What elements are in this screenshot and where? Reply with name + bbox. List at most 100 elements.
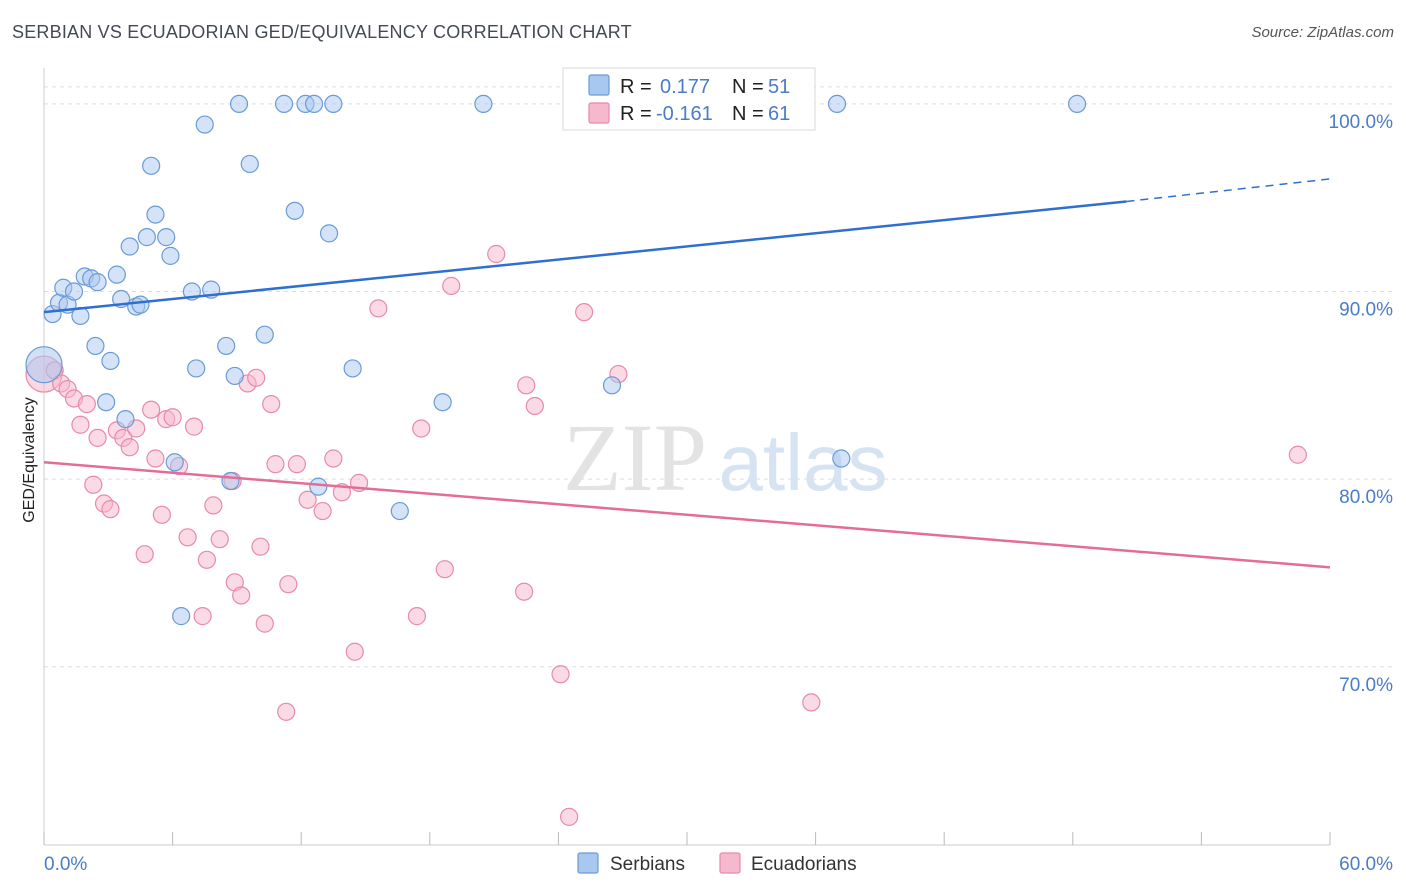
bottom-legend-label-serbians: Serbians <box>610 854 685 875</box>
serbian-point <box>97 393 116 412</box>
serbian-point <box>602 376 622 395</box>
ecuadorian-point <box>77 394 96 414</box>
serbian-point <box>832 449 851 468</box>
ecuadorian-point <box>407 607 427 626</box>
legend-r-label-serbians: R = <box>620 76 652 98</box>
ecuadorian-point <box>163 408 182 427</box>
serbian-point <box>229 94 249 114</box>
ecuadorian-point <box>210 530 229 549</box>
ecuadorian-point <box>277 702 296 721</box>
ecuadorian-point <box>251 537 270 556</box>
serbian-point <box>255 325 274 344</box>
serbian-point <box>390 501 409 521</box>
serbian-point <box>86 336 105 356</box>
bottom-legend: Serbians Ecuadorians <box>577 852 857 875</box>
serbian-point <box>343 359 362 378</box>
ecuadorian-point <box>442 276 461 295</box>
serbian-point <box>187 359 206 378</box>
ecuadorian-point <box>345 642 364 661</box>
serbian-point <box>25 346 63 384</box>
serbian-point <box>225 366 244 386</box>
serbian-point <box>161 246 180 265</box>
legend-swatch-ecuadorians <box>588 102 610 124</box>
trend-line-serbians-extension <box>1126 178 1331 203</box>
ecuadorian-point <box>184 417 204 436</box>
trend-lines <box>43 178 1331 569</box>
legend-r-label-ecuadorians: R = <box>620 103 652 125</box>
serbian-point <box>165 453 184 472</box>
ecuadorian-point <box>146 449 165 468</box>
ecuadorian-point <box>262 394 281 414</box>
serbian-point <box>319 224 339 243</box>
y-tick-label: 100.0% <box>1329 112 1394 133</box>
ecuadorian-point <box>369 299 388 318</box>
serbian-point <box>304 94 324 114</box>
x-tick-label: 0.0% <box>44 854 87 875</box>
chart-title: SERBIAN VS ECUADORIAN GED/EQUIVALENCY CO… <box>12 22 632 42</box>
watermark: ZIP atlas <box>563 404 887 511</box>
serbian-point <box>433 393 452 412</box>
trend-line-serbians <box>43 200 1127 314</box>
chart-source: Source: ZipAtlas.com <box>1251 24 1394 41</box>
serbian-point <box>195 115 214 134</box>
legend-swatch-serbians <box>588 74 610 96</box>
serbian-point <box>131 295 150 314</box>
legend-n-label-serbians: N = <box>732 76 764 98</box>
serbian-point <box>221 471 240 491</box>
serbian-point <box>64 282 84 301</box>
ecuadorian-point <box>560 807 579 826</box>
serbian-point <box>120 237 139 256</box>
x-tick-label: 60.0% <box>1339 854 1393 875</box>
ecuadorian-point <box>515 582 534 601</box>
serbian-point <box>142 156 161 175</box>
bottom-legend-swatch-ecuadorians <box>719 852 741 874</box>
ecuadorian-point <box>551 665 570 684</box>
serbian-point <box>827 94 847 114</box>
ecuadorian-point <box>298 490 317 509</box>
ecuadorian-point <box>232 586 251 605</box>
ecuadorian-point <box>197 550 216 569</box>
serbian-point <box>157 228 176 247</box>
ecuadorian-point <box>575 303 594 322</box>
ecuadorian-point <box>204 496 223 515</box>
ecuadorian-point <box>802 693 821 712</box>
y-tick-label: 70.0% <box>1339 675 1393 696</box>
serbian-point <box>324 94 343 114</box>
ecuadorian-point <box>266 455 285 474</box>
serbian-point <box>309 477 328 496</box>
ecuadorian-point <box>120 438 139 457</box>
ecuadorian-point <box>313 501 332 521</box>
trend-line-ecuadorians <box>43 461 1331 569</box>
ecuadorian-point <box>84 475 103 494</box>
serbian-point <box>172 607 191 626</box>
ecuadorian-point <box>525 396 544 416</box>
serbian-point <box>101 351 120 371</box>
serbian-point <box>137 228 156 247</box>
y-tick-label: 80.0% <box>1339 487 1393 508</box>
serbian-point <box>116 410 135 429</box>
ecuadorian-point <box>435 560 454 579</box>
legend-r-value-ecuadorians: -0.161 <box>656 103 713 125</box>
ecuadorian-point <box>193 607 212 626</box>
ecuadorian-point <box>287 455 307 474</box>
serbian-point <box>285 201 304 220</box>
ecuadorian-point <box>71 415 90 434</box>
watermark-atlas: atlas <box>719 418 888 507</box>
ecuadorian-point <box>487 244 506 264</box>
legend-r-value-serbians: 0.177 <box>660 76 710 98</box>
ecuadorian-point <box>88 428 107 447</box>
ecuadorian-point <box>1288 445 1307 464</box>
serbian-point <box>274 94 294 114</box>
ecuadorian-point <box>142 400 161 419</box>
ecuadorians-points <box>25 244 1307 826</box>
serbian-point <box>240 154 259 174</box>
ecuadorian-point <box>178 528 197 547</box>
ecuadorian-point <box>135 545 154 564</box>
ecuadorian-point <box>101 500 120 519</box>
ecuadorian-point <box>412 419 431 438</box>
serbian-point <box>217 336 236 356</box>
ecuadorian-point <box>247 368 266 387</box>
ecuadorian-point <box>324 449 343 468</box>
bottom-legend-label-ecuadorians: Ecuadorians <box>751 854 857 875</box>
axes <box>43 68 1331 846</box>
